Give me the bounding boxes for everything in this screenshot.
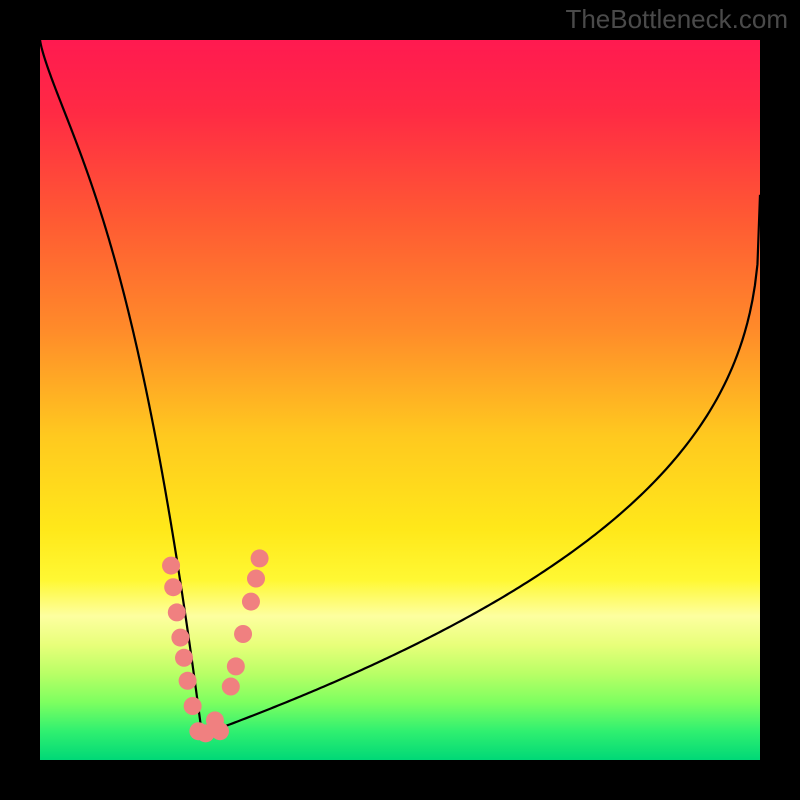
curve-marker	[171, 629, 189, 647]
bottleneck-curve-chart: TheBottleneck.com	[0, 0, 800, 800]
curve-marker	[247, 570, 265, 588]
curve-marker	[164, 578, 182, 596]
curve-marker	[168, 603, 186, 621]
curve-marker	[211, 722, 229, 740]
curve-marker	[179, 672, 197, 690]
curve-marker	[184, 697, 202, 715]
curve-marker	[251, 549, 269, 567]
curve-marker	[234, 625, 252, 643]
curve-marker	[162, 557, 180, 575]
curve-marker	[242, 593, 260, 611]
curve-marker	[227, 657, 245, 675]
watermark-text: TheBottleneck.com	[565, 4, 788, 34]
curve-marker	[222, 678, 240, 696]
curve-marker	[175, 649, 193, 667]
